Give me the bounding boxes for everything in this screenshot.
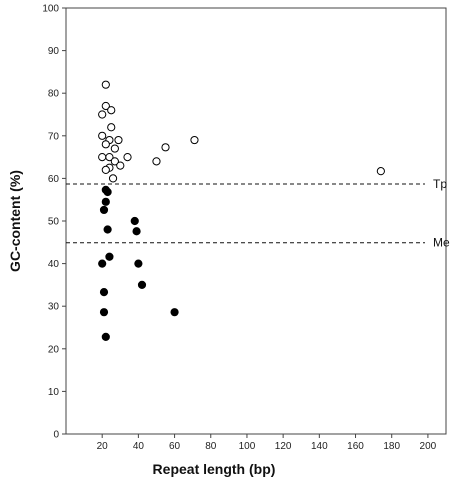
filled-point bbox=[170, 308, 179, 317]
open-point bbox=[123, 153, 132, 162]
open-point bbox=[110, 157, 119, 166]
filled-point bbox=[99, 288, 109, 297]
y-tick-label: 60 bbox=[48, 174, 60, 185]
open-point bbox=[105, 153, 114, 162]
y-tick-label: 90 bbox=[48, 46, 60, 57]
open-point bbox=[376, 167, 385, 176]
x-tick-label: 60 bbox=[169, 441, 181, 452]
x-axis-title: Repeat length (bp) bbox=[153, 461, 276, 477]
filled-point bbox=[137, 280, 147, 289]
x-tick-label: 80 bbox=[205, 441, 217, 452]
open-point bbox=[98, 153, 107, 162]
y-tick-label: 40 bbox=[48, 259, 60, 270]
filled-point bbox=[101, 332, 110, 341]
filled-point bbox=[134, 259, 143, 268]
filled-point bbox=[99, 308, 109, 317]
open-point bbox=[101, 140, 110, 149]
open-point bbox=[190, 135, 199, 145]
open-point bbox=[101, 80, 110, 89]
y-tick-label: 10 bbox=[48, 387, 60, 398]
x-tick-label: 40 bbox=[133, 441, 145, 452]
x-tick-label: 200 bbox=[420, 441, 437, 452]
open-point bbox=[116, 161, 125, 170]
x-tick-label: 160 bbox=[347, 441, 364, 452]
open-point bbox=[114, 135, 123, 145]
filled-point bbox=[132, 227, 141, 236]
open-point bbox=[101, 101, 110, 111]
y-tick-label: 100 bbox=[42, 4, 59, 15]
y-tick-label: 80 bbox=[48, 89, 60, 100]
x-tick-label: 100 bbox=[239, 441, 256, 452]
y-tick-label: 20 bbox=[48, 344, 60, 355]
open-point bbox=[98, 131, 107, 140]
filled-point bbox=[98, 259, 107, 268]
reference-label-me: Me bbox=[433, 236, 450, 250]
plot-frame bbox=[65, 7, 447, 435]
x-tick-label: 120 bbox=[275, 441, 292, 452]
x-tick-label: 20 bbox=[97, 441, 109, 452]
y-tick-label: 30 bbox=[48, 302, 60, 313]
open-point bbox=[110, 144, 119, 153]
x-axis: 20 40 60 80 100 120 140 160 180 200 bbox=[97, 434, 437, 452]
y-tick-label: 50 bbox=[48, 217, 60, 228]
y-axis: 0 10 20 30 40 50 60 70 80 90 100 bbox=[42, 4, 66, 441]
y-tick-label: 0 bbox=[53, 430, 59, 441]
y-axis-title: GC-content (%) bbox=[7, 170, 23, 272]
open-point bbox=[161, 143, 170, 152]
data-points bbox=[98, 80, 385, 341]
y-tick-label: 70 bbox=[48, 131, 60, 142]
open-point bbox=[108, 174, 118, 183]
open-point bbox=[101, 165, 110, 174]
reference-lines: Tp Me bbox=[66, 177, 450, 250]
open-point bbox=[98, 110, 107, 119]
x-tick-label: 180 bbox=[383, 441, 400, 452]
filled-point bbox=[103, 225, 112, 234]
filled-point bbox=[103, 187, 112, 197]
reference-label-tp: Tp bbox=[433, 177, 447, 191]
open-point bbox=[152, 157, 161, 166]
filled-point bbox=[105, 252, 114, 261]
filled-point bbox=[130, 216, 139, 226]
filled-point bbox=[101, 197, 110, 206]
open-point bbox=[107, 106, 116, 115]
filled-point bbox=[99, 205, 109, 215]
open-point bbox=[107, 123, 116, 132]
x-tick-label: 140 bbox=[311, 441, 328, 452]
